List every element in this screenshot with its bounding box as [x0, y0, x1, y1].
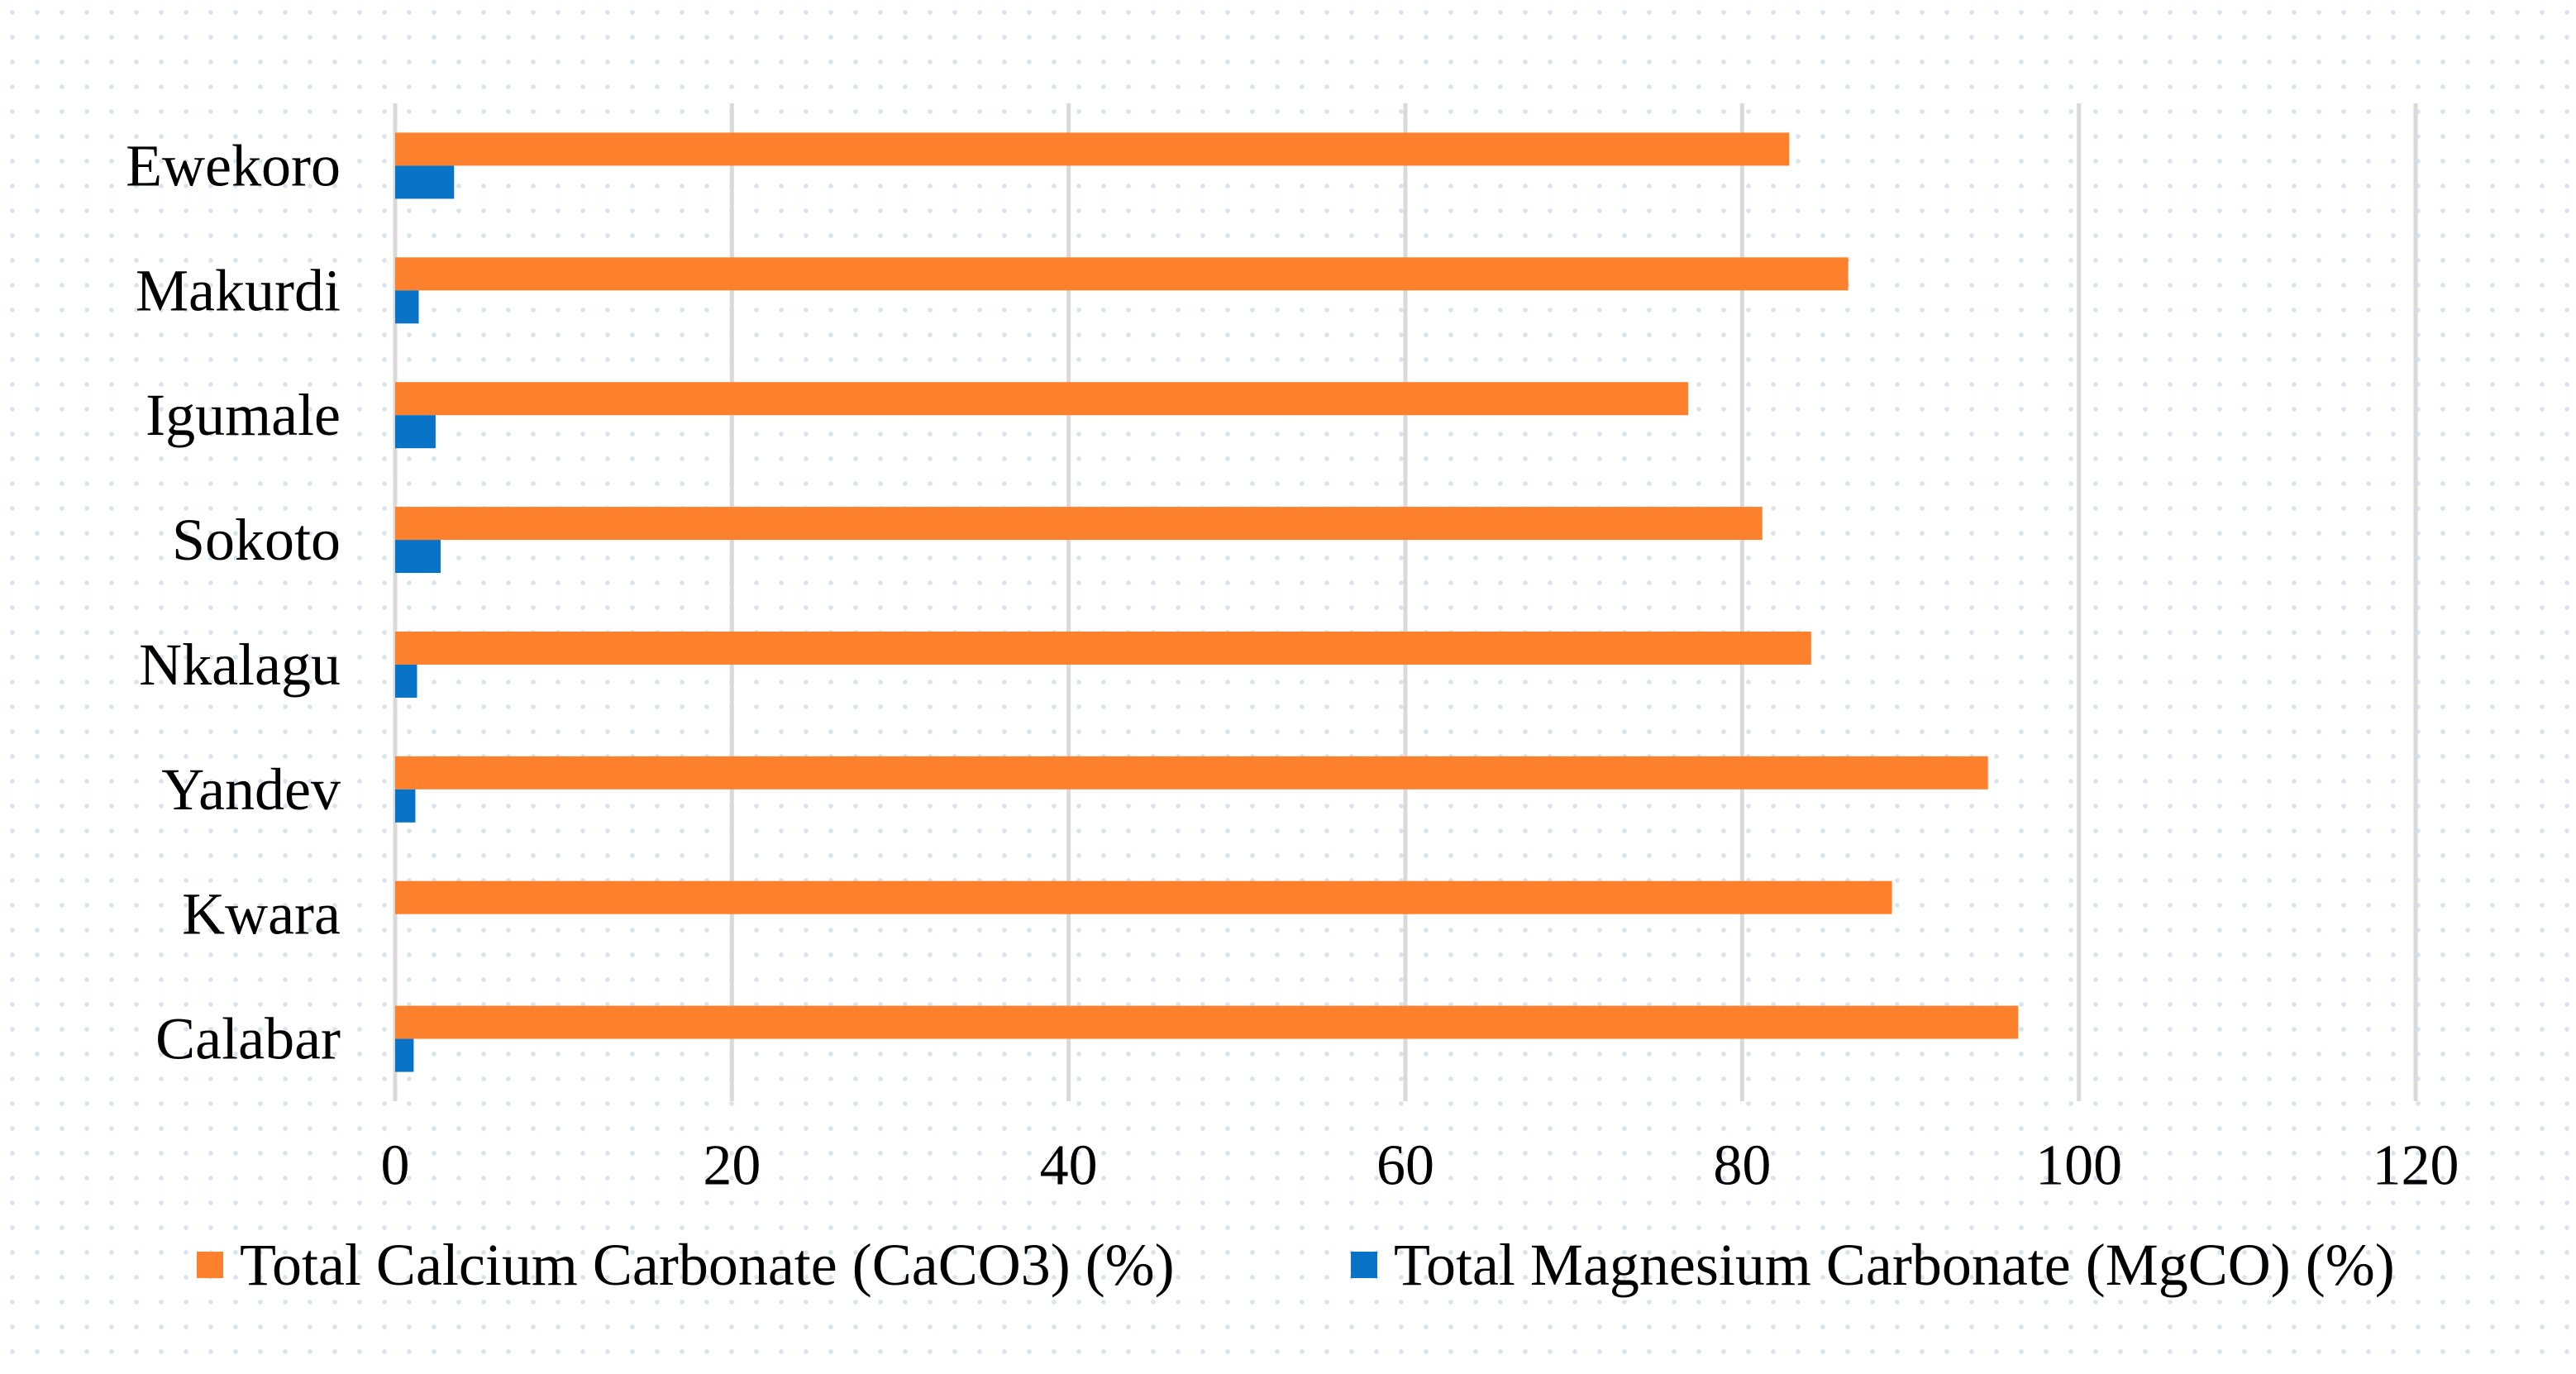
x-tick-label-20: 20 [703, 1134, 761, 1198]
bar-yandev-mgco [395, 789, 416, 823]
bar-makurdi-mgco [395, 290, 419, 324]
bar-yandev-caco3 [395, 756, 1988, 790]
bar-ewekoro-mgco [395, 165, 455, 199]
x-tick-label-40: 40 [1040, 1134, 1098, 1198]
x-tick-label-0: 0 [381, 1134, 410, 1198]
bar-sokoto-caco3 [395, 507, 1763, 541]
x-tick-labels: 0 20 40 60 80 100 120 [381, 1134, 2459, 1198]
category-label-ewekoro: Ewekoro [126, 132, 341, 198]
bar-nkalagu-mgco [395, 664, 417, 698]
bar-igumale-caco3 [395, 382, 1689, 416]
category-label-kwara: Kwara [182, 881, 341, 947]
x-tick-label-120: 120 [2373, 1134, 2459, 1198]
category-label-sokoto: Sokoto [172, 507, 341, 573]
category-label-igumale: Igumale [145, 382, 341, 448]
bar-calabar-mgco [395, 1038, 414, 1072]
category-label-makurdi: Makurdi [136, 257, 341, 323]
x-tick-label-100: 100 [2035, 1134, 2122, 1198]
legend-swatch-mgco [1351, 1252, 1377, 1278]
gridlines [393, 103, 2418, 1101]
bar-igumale-mgco [395, 415, 436, 449]
category-label-calabar: Calabar [155, 1006, 341, 1072]
category-label-yandev: Yandev [161, 756, 341, 823]
bars [395, 132, 2019, 1072]
category-label-nkalagu: Nkalagu [139, 632, 341, 698]
legend: Total Calcium Carbonate (CaCO3) (%) Total… [197, 1232, 2395, 1298]
bar-makurdi-caco3 [395, 257, 1849, 291]
category-labels: Ewekoro Makurdi Igumale Sokoto Nkalagu Yandev… [126, 132, 341, 1071]
legend-swatch-caco3 [197, 1252, 223, 1278]
bar-nkalagu-caco3 [395, 631, 1811, 665]
x-tick-label-60: 60 [1376, 1134, 1434, 1198]
bar-sokoto-mgco [395, 540, 441, 574]
legend-label-caco3: Total Calcium Carbonate (CaCO3) (%) [240, 1232, 1175, 1298]
legend-label-mgco: Total Magnesium Carbonate (MgCO) (%) [1394, 1232, 2395, 1298]
bar-ewekoro-caco3 [395, 132, 1790, 166]
x-tick-label-80: 80 [1713, 1134, 1771, 1198]
bar-kwara-caco3 [395, 880, 1892, 914]
bar-calabar-caco3 [395, 1005, 2019, 1039]
